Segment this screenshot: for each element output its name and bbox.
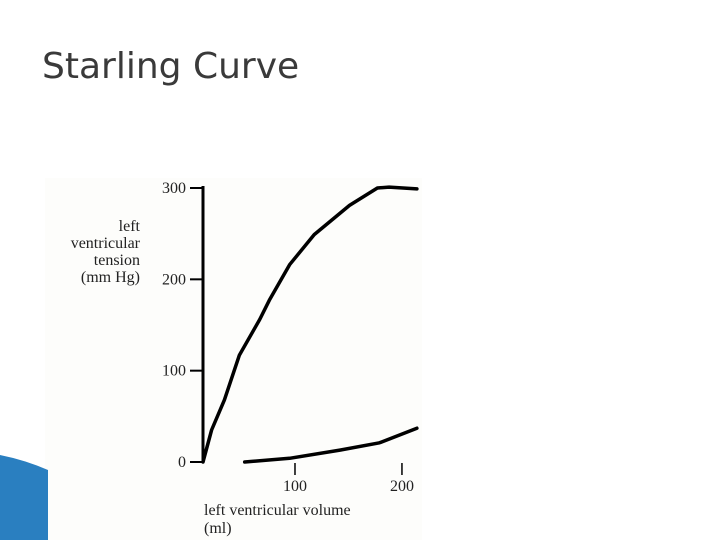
y-tick-label: 200	[162, 271, 186, 288]
y-tick-label: 300	[162, 180, 186, 197]
y-tick-label: 0	[178, 454, 186, 471]
x-tick-label: 200	[390, 478, 414, 495]
y-axis-label: left	[119, 218, 141, 235]
slide-title: Starling Curve	[42, 46, 299, 87]
curve	[242, 426, 419, 464]
x-tick-label: 100	[283, 478, 307, 495]
chart-background	[45, 178, 422, 540]
x-axis-label: left ventricular volume	[204, 502, 351, 519]
slide-decoration	[0, 455, 48, 540]
y-axis-label: tension	[94, 252, 140, 269]
y-axis-label: ventricular	[71, 235, 141, 252]
curve	[201, 185, 419, 464]
x-axis-label: (ml)	[204, 520, 232, 537]
y-tick-label: 100	[162, 363, 186, 380]
y-axis-label: (mm Hg)	[81, 269, 140, 286]
